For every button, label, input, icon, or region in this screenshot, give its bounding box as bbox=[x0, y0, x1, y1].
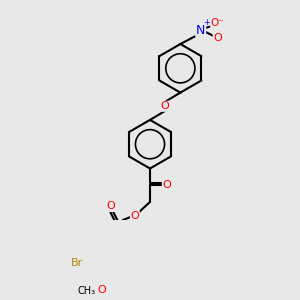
Text: CH₃: CH₃ bbox=[78, 286, 96, 296]
Text: Br: Br bbox=[70, 258, 83, 268]
Text: O: O bbox=[130, 211, 139, 220]
Text: O: O bbox=[98, 285, 106, 295]
Text: N: N bbox=[196, 24, 206, 37]
Text: O: O bbox=[213, 33, 222, 43]
Text: O: O bbox=[162, 180, 171, 190]
Text: +: + bbox=[203, 18, 210, 27]
Text: O⁻: O⁻ bbox=[211, 18, 224, 28]
Text: O: O bbox=[106, 202, 115, 212]
Text: O: O bbox=[161, 101, 170, 111]
